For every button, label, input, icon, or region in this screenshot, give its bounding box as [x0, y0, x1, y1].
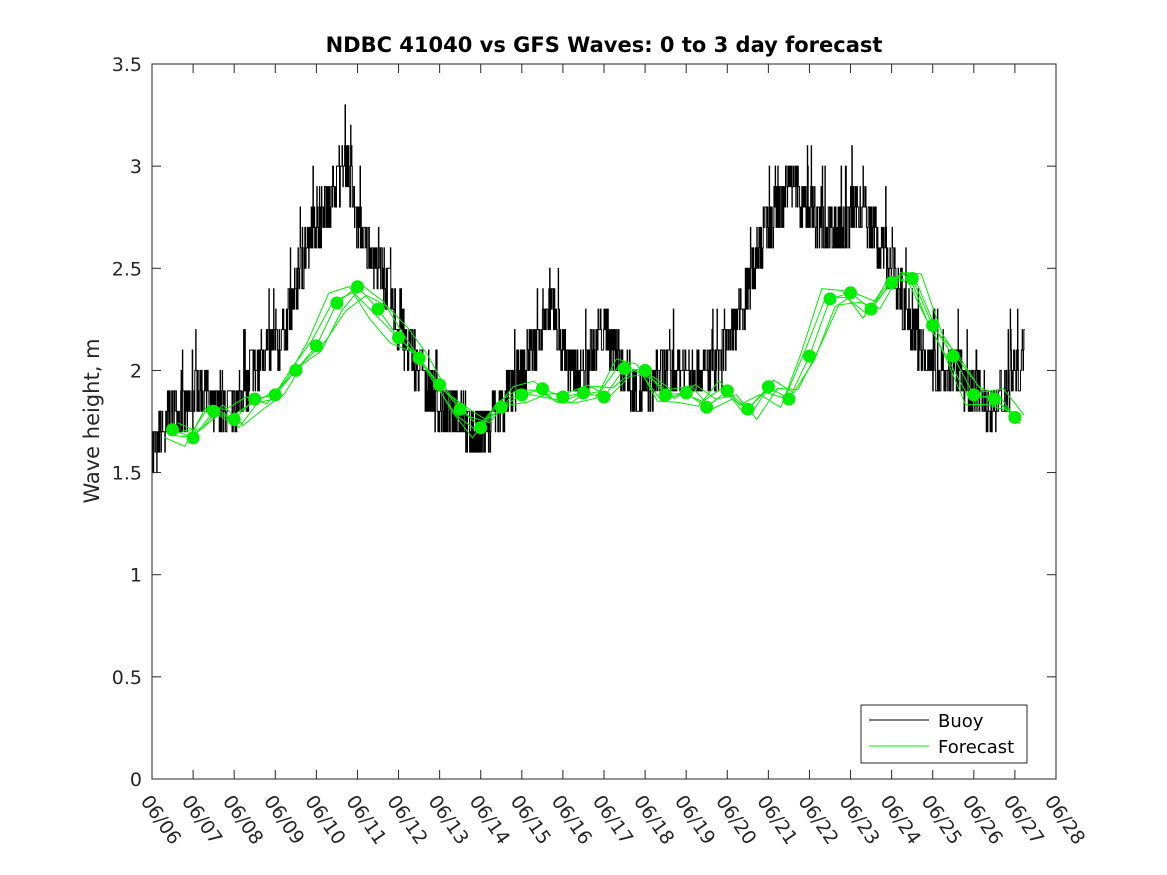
y-tick-label: 3	[130, 156, 142, 178]
forecast-point	[577, 386, 590, 400]
x-tick-label: 06/20	[711, 791, 760, 848]
forecast-point	[597, 390, 611, 404]
legend-box	[860, 704, 1028, 764]
forecast-line	[177, 277, 1021, 433]
forecast-point	[905, 272, 919, 285]
forecast-point	[453, 402, 467, 416]
x-tick-label: 06/12	[382, 791, 431, 848]
forecast-point	[946, 349, 960, 363]
x-tick-label: 06/25	[917, 791, 966, 848]
forecast-point	[720, 384, 734, 398]
forecast-point	[679, 386, 693, 400]
forecast-point	[433, 378, 447, 392]
y-axis: 0 0.5 1 1.5 2 2.5 3 3.5	[112, 54, 1056, 791]
y-axis-label: Wave height, m	[80, 338, 104, 503]
x-tick-label: 06/23	[834, 791, 883, 848]
x-tick-label: 06/22	[793, 791, 842, 848]
forecast-point	[474, 421, 488, 435]
forecast-point	[166, 423, 179, 437]
forecast-point	[515, 388, 529, 402]
forecast-point	[371, 302, 385, 316]
forecast-series	[164, 271, 1025, 447]
forecast-point	[309, 339, 323, 353]
forecast-point	[268, 388, 282, 402]
x-tick-label: 06/11	[341, 791, 390, 848]
forecast-point	[1008, 410, 1022, 424]
forecast-point	[638, 363, 652, 377]
x-tick-label: 06/07	[177, 791, 226, 848]
forecast-point	[186, 431, 200, 445]
forecast-point	[248, 392, 262, 406]
buoy-series	[152, 104, 1025, 474]
x-tick-label: 06/17	[588, 791, 637, 848]
x-tick-label: 06/24	[876, 791, 925, 848]
forecast-point	[227, 413, 241, 426]
legend-label-buoy: Buoy	[938, 711, 984, 732]
forecast-point	[823, 292, 837, 306]
forecast-point	[761, 380, 775, 394]
x-tick-label: 06/28	[1040, 791, 1089, 848]
y-tick-label: 2.5	[112, 258, 142, 280]
buoy-line	[152, 104, 1025, 474]
forecast-point	[700, 400, 714, 414]
forecast-point	[351, 280, 364, 294]
y-tick-label: 2	[130, 360, 142, 382]
forecast-point	[844, 286, 857, 300]
forecast-point	[618, 361, 631, 375]
forecast-point	[392, 331, 405, 345]
forecast-point	[885, 276, 899, 290]
x-tick-label: 06/26	[958, 791, 1007, 848]
forecast-point	[330, 296, 344, 310]
x-tick-label: 06/08	[218, 791, 267, 848]
forecast-point	[535, 382, 549, 396]
x-tick-label: 06/16	[547, 791, 596, 848]
plot-area	[152, 64, 1056, 779]
forecast-point	[741, 402, 755, 416]
y-tick-label: 0	[130, 769, 142, 791]
x-tick-label: 06/13	[424, 791, 473, 848]
forecast-point	[926, 319, 940, 332]
y-tick-label: 3.5	[112, 54, 142, 76]
forecast-point	[207, 404, 221, 418]
x-tick-label: 06/10	[300, 791, 349, 848]
legend-label-forecast: Forecast	[938, 737, 1014, 758]
y-tick-label: 1	[130, 565, 142, 587]
forecast-point	[659, 388, 673, 402]
forecast-point	[803, 349, 816, 363]
forecast-point	[864, 302, 878, 316]
y-tick-label: 0.5	[112, 667, 142, 689]
x-tick-label: 06/06	[136, 791, 185, 848]
x-tick-label: 06/15	[506, 791, 555, 848]
chart-title: NDBC 41040 vs GFS Waves: 0 to 3 day fore…	[326, 33, 883, 57]
forecast-point	[494, 400, 508, 414]
y-tick-label: 1.5	[112, 463, 142, 485]
x-tick-label: 06/19	[670, 791, 719, 848]
forecast-point	[782, 392, 796, 406]
x-tick-label: 06/18	[629, 791, 678, 848]
forecast-point	[556, 390, 570, 404]
x-tick-label: 06/27	[999, 791, 1048, 848]
x-tick-label: 06/21	[752, 791, 801, 848]
x-tick-label: 06/09	[259, 791, 308, 848]
forecast-point	[987, 392, 1001, 406]
legend: Buoy Forecast	[860, 704, 1028, 764]
x-tick-label: 06/14	[465, 791, 514, 848]
forecast-point	[967, 388, 981, 402]
forecast-point	[412, 351, 426, 365]
forecast-point	[289, 363, 303, 377]
